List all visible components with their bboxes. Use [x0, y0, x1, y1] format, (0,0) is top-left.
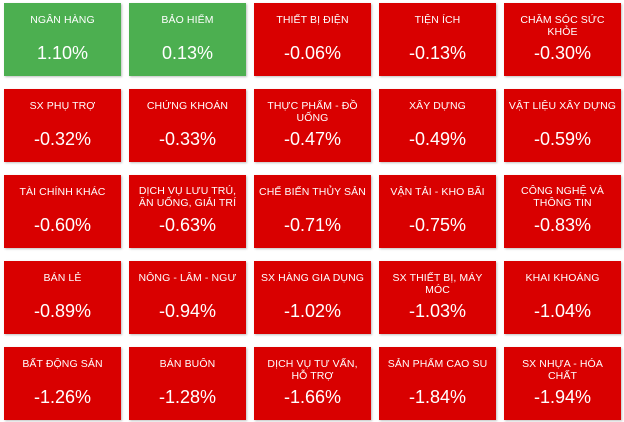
- sector-change-value: -0.32%: [33, 129, 92, 149]
- sector-tile: NÔNG - LÂM - NGƯ -0.94%: [129, 261, 246, 334]
- sector-grid: NGÂN HÀNG 1.10% BẢO HIỂM 0.13% THIẾT BỊ ĐIỆN…: [4, 3, 621, 420]
- sector-change-value: -0.75%: [408, 215, 467, 235]
- sector-change-value: -0.47%: [283, 129, 342, 149]
- sector-change-value: -1.04%: [533, 301, 592, 321]
- sector-change-value: -0.49%: [408, 129, 467, 149]
- sector-tile: SX THIẾT BỊ, MÁY MÓC -1.03%: [379, 261, 496, 334]
- sector-change-value: -0.63%: [158, 215, 217, 235]
- sector-change-value: -0.83%: [533, 215, 592, 235]
- sector-change-value: -1.02%: [283, 301, 342, 321]
- sector-change-value: -1.03%: [408, 301, 467, 321]
- sector-name: SX PHỤ TRỢ: [29, 100, 96, 112]
- sector-name: BÁN BUÔN: [159, 358, 216, 370]
- sector-name: NGÂN HÀNG: [30, 14, 95, 26]
- sector-change-value: -1.84%: [408, 387, 467, 407]
- sector-change-value: -0.89%: [33, 301, 92, 321]
- sector-tile: CÔNG NGHỆ VÀ THÔNG TIN -0.83%: [504, 175, 621, 248]
- sector-change-value: -1.28%: [158, 387, 217, 407]
- sector-tile: THỰC PHẨM - ĐỒ UỐNG -0.47%: [254, 89, 371, 162]
- sector-name: CHỨNG KHOÁN: [146, 100, 229, 112]
- sector-name: TÀI CHÍNH KHÁC: [19, 186, 106, 198]
- sector-tile: SX HÀNG GIA DỤNG -1.02%: [254, 261, 371, 334]
- sector-tile: SX PHỤ TRỢ -0.32%: [4, 89, 121, 162]
- sector-name: THỰC PHẨM - ĐỒ UỐNG: [267, 100, 358, 124]
- sector-change-value: -0.33%: [158, 129, 217, 149]
- sector-tile: NGÂN HÀNG 1.10%: [4, 3, 121, 76]
- sector-name: TIỆN ÍCH: [414, 14, 461, 26]
- sector-name: CÔNG NGHỆ VÀ THÔNG TIN: [521, 185, 604, 209]
- sector-tile: SẢN PHẨM CAO SU -1.84%: [379, 347, 496, 420]
- sector-change-value: -0.71%: [283, 215, 342, 235]
- sector-change-value: -1.66%: [283, 387, 342, 407]
- sector-change-value: -0.60%: [33, 215, 92, 235]
- sector-tile: BÁN LẺ -0.89%: [4, 261, 121, 334]
- sector-name: SẢN PHẨM CAO SU: [387, 358, 488, 370]
- sector-name: SX THIẾT BỊ, MÁY MÓC: [392, 272, 483, 296]
- sector-tile: VẬN TẢI - KHO BÃI -0.75%: [379, 175, 496, 248]
- sector-change-value: -1.94%: [533, 387, 592, 407]
- sector-tile: BẤT ĐỘNG SẢN -1.26%: [4, 347, 121, 420]
- sector-tile: THIẾT BỊ ĐIỆN -0.06%: [254, 3, 371, 76]
- sector-name: CHẾ BIẾN THỦY SẢN: [259, 186, 366, 198]
- sector-change-value: 1.10%: [36, 43, 89, 63]
- sector-change-value: -0.13%: [408, 43, 467, 63]
- sector-name: BẤT ĐỘNG SẢN: [22, 358, 103, 370]
- sector-tile: TIỆN ÍCH -0.13%: [379, 3, 496, 76]
- sector-name: SX HÀNG GIA DỤNG: [260, 272, 365, 284]
- sector-tile: XÂY DỰNG -0.49%: [379, 89, 496, 162]
- sector-name: XÂY DỰNG: [409, 100, 466, 112]
- sector-name: BÁN LẺ: [43, 272, 82, 284]
- sector-tile: TÀI CHÍNH KHÁC -0.60%: [4, 175, 121, 248]
- sector-change-value: -0.94%: [158, 301, 217, 321]
- sector-tile: VẬT LIỆU XÂY DỰNG -0.59%: [504, 89, 621, 162]
- sector-tile: SX NHỰA - HÓA CHẤT -1.94%: [504, 347, 621, 420]
- sector-change-value: -0.06%: [283, 43, 342, 63]
- sector-name: NÔNG - LÂM - NGƯ: [138, 272, 237, 284]
- sector-name: SX NHỰA - HÓA CHẤT: [522, 358, 603, 382]
- sector-change-value: -0.59%: [533, 129, 592, 149]
- sector-tile: DỊCH VỤ LƯU TRÚ, ĂN UỐNG, GIẢI TRÍ -0.63%: [129, 175, 246, 248]
- sector-change-value: 0.13%: [161, 43, 214, 63]
- sector-name: DỊCH VỤ LƯU TRÚ, ĂN UỐNG, GIẢI TRÍ: [138, 185, 237, 209]
- sector-tile: KHAI KHOÁNG -1.04%: [504, 261, 621, 334]
- sector-name: CHĂM SÓC SỨC KHỎE: [520, 14, 605, 38]
- sector-name: KHAI KHOÁNG: [525, 272, 600, 284]
- sector-change-value: -0.30%: [533, 43, 592, 63]
- sector-tile: BẢO HIỂM 0.13%: [129, 3, 246, 76]
- sector-tile: BÁN BUÔN -1.28%: [129, 347, 246, 420]
- sector-name: THIẾT BỊ ĐIỆN: [276, 14, 349, 26]
- sector-tile: CHẾ BIẾN THỦY SẢN -0.71%: [254, 175, 371, 248]
- sector-name: VẬN TẢI - KHO BÃI: [390, 186, 485, 198]
- sector-tile: CHĂM SÓC SỨC KHỎE -0.30%: [504, 3, 621, 76]
- sector-tile: CHỨNG KHOÁN -0.33%: [129, 89, 246, 162]
- sector-name: BẢO HIỂM: [161, 14, 214, 26]
- sector-tile: DỊCH VỤ TƯ VẤN, HỖ TRỢ -1.66%: [254, 347, 371, 420]
- sector-change-value: -1.26%: [33, 387, 92, 407]
- sector-name: VẬT LIỆU XÂY DỰNG: [508, 100, 617, 112]
- sector-name: DỊCH VỤ TƯ VẤN, HỖ TRỢ: [267, 358, 358, 382]
